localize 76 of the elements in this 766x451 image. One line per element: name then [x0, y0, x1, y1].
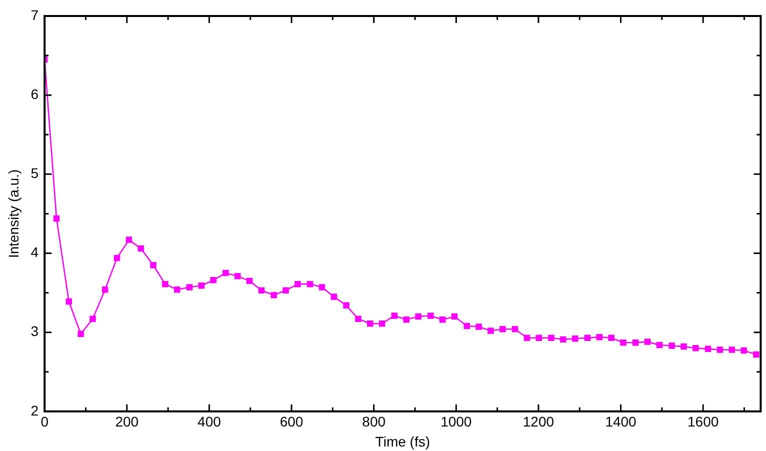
- point: [728, 346, 736, 353]
- y-tick-label: 2: [30, 402, 39, 418]
- point: [740, 347, 747, 354]
- y-axis-title: Intensity (a.u.): [5, 169, 22, 258]
- point: [355, 316, 362, 322]
- point: [584, 334, 591, 341]
- point: [656, 342, 663, 348]
- point: [343, 302, 350, 309]
- x-axis-title: Time (fs): [375, 433, 430, 450]
- y-tick-label: 3: [30, 323, 39, 340]
- point: [476, 324, 482, 330]
- x-tick-label: 200: [115, 414, 139, 430]
- point: [596, 334, 602, 340]
- point: [608, 334, 614, 341]
- y-tick-label: 4: [30, 244, 39, 260]
- point: [536, 334, 542, 341]
- point: [753, 351, 760, 358]
- x-tick-label: 1600: [688, 414, 719, 430]
- point: [572, 336, 578, 342]
- point: [246, 278, 253, 284]
- point: [428, 312, 434, 319]
- point: [282, 287, 289, 294]
- point: [258, 287, 265, 294]
- point: [704, 346, 712, 352]
- x-tick-label: 1200: [522, 414, 554, 430]
- point: [174, 286, 180, 293]
- point: [210, 277, 216, 284]
- point: [367, 320, 374, 327]
- point: [548, 334, 554, 341]
- point: [114, 254, 120, 262]
- point: [391, 312, 398, 319]
- point: [464, 322, 470, 330]
- point: [126, 236, 132, 243]
- point: [306, 280, 314, 288]
- point: [451, 313, 458, 320]
- point: [524, 334, 530, 341]
- y-tick-label: 6: [30, 86, 39, 102]
- point: [560, 336, 566, 343]
- point: [439, 316, 446, 323]
- point: [403, 316, 410, 323]
- point: [512, 326, 518, 332]
- point: [66, 298, 72, 305]
- point: [680, 343, 687, 350]
- point: [222, 270, 229, 276]
- point: [186, 284, 193, 290]
- point: [415, 313, 422, 320]
- point: [162, 280, 168, 288]
- point: [294, 280, 301, 288]
- point: [53, 215, 60, 222]
- point: [318, 284, 326, 290]
- x-tick-label: 0: [40, 414, 49, 430]
- point: [488, 328, 494, 334]
- point: [330, 294, 338, 300]
- point: [632, 339, 639, 346]
- point: [102, 286, 108, 293]
- point: [716, 346, 724, 353]
- x-tick-label: 1400: [605, 414, 637, 430]
- point: [234, 273, 241, 280]
- x-tick-label: 600: [280, 414, 304, 430]
- point: [378, 320, 386, 327]
- point: [78, 330, 84, 338]
- point: [620, 339, 626, 346]
- point: [138, 245, 144, 252]
- y-tick-label: 7: [30, 6, 39, 23]
- point: [644, 338, 651, 345]
- y-tick-label: 5: [30, 165, 39, 182]
- point: [270, 292, 277, 298]
- x-tick-label: 800: [362, 414, 386, 430]
- point: [668, 342, 675, 349]
- point: [692, 345, 699, 352]
- x-tick-label: 400: [198, 414, 222, 430]
- x-tick-label: 1000: [440, 414, 472, 430]
- point: [150, 262, 156, 268]
- point: [198, 282, 205, 289]
- point: [500, 326, 506, 332]
- point: [90, 316, 96, 322]
